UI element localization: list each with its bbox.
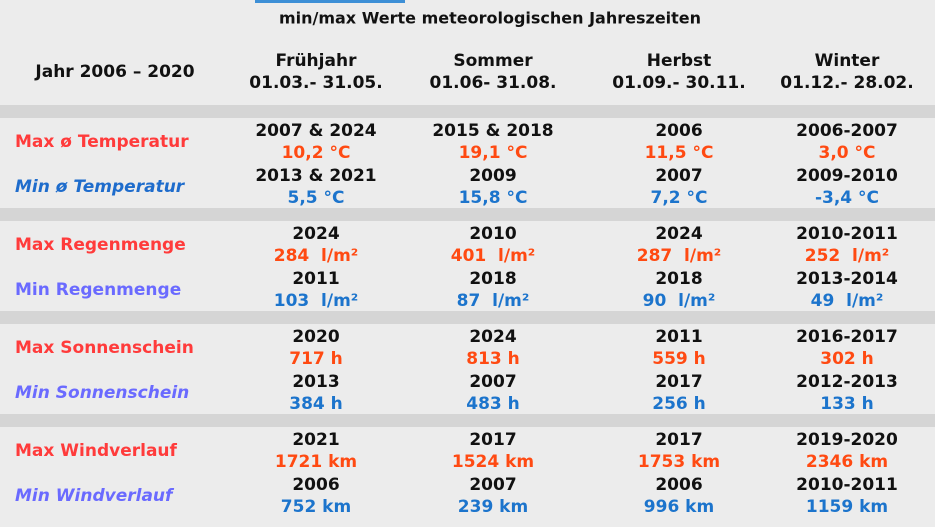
cell-year: 2024 xyxy=(469,327,516,347)
cell-value: 1524 km xyxy=(452,452,534,472)
separator xyxy=(0,208,935,221)
cell-year: 2007 xyxy=(469,475,516,495)
cell-year: 2009 xyxy=(469,166,516,186)
cell-value: 90 l/m² xyxy=(643,291,716,311)
cell-value: 103 l/m² xyxy=(274,291,359,311)
column-dates: 01.09.- 30.11. xyxy=(612,73,745,93)
column-dates: 01.06- 31.08. xyxy=(430,73,557,93)
cell-value: 559 h xyxy=(652,349,706,369)
column-name: Sommer xyxy=(453,51,533,71)
cell-year: 2006 xyxy=(655,121,702,141)
cell-value: 1159 km xyxy=(806,497,888,517)
cell-year: 2013-2014 xyxy=(796,269,898,289)
cell-year: 2009-2010 xyxy=(796,166,898,186)
cell-year: 2007 & 2024 xyxy=(255,121,376,141)
cell-year: 2017 xyxy=(655,372,702,392)
cell-year: 2010-2011 xyxy=(796,224,898,244)
cell-year: 2010-2011 xyxy=(796,475,898,495)
cell-value: 133 h xyxy=(820,394,874,414)
cell-value: 11,5 °C xyxy=(645,143,714,163)
cell-value: 239 km xyxy=(458,497,528,517)
cell-value: 813 h xyxy=(466,349,520,369)
cell-value: 401 l/m² xyxy=(451,246,536,266)
cell-year: 2006-2007 xyxy=(796,121,898,141)
row-label: Max Regenmenge xyxy=(15,235,186,255)
row-label: Max Windverlauf xyxy=(15,441,178,461)
cell-value: 302 h xyxy=(820,349,874,369)
cell-year: 2018 xyxy=(655,269,702,289)
cell-year: 2006 xyxy=(655,475,702,495)
row-label: Min Windverlauf xyxy=(15,486,175,506)
header-label: Jahr 2006 – 2020 xyxy=(34,62,194,82)
cell-year: 2011 xyxy=(292,269,339,289)
cell-value: 717 h xyxy=(289,349,343,369)
cell-value: 256 h xyxy=(652,394,706,414)
cell-value: 87 l/m² xyxy=(457,291,530,311)
cell-year: 2019-2020 xyxy=(796,430,898,450)
cell-value: 3,0 °C xyxy=(818,143,875,163)
column-name: Winter xyxy=(815,51,880,71)
cell-value: 483 h xyxy=(466,394,520,414)
cell-year: 2007 xyxy=(655,166,702,186)
cell-year: 2017 xyxy=(469,430,516,450)
cell-value: 10,2 °C xyxy=(282,143,351,163)
cell-value: 1753 km xyxy=(638,452,720,472)
column-dates: 01.03.- 31.05. xyxy=(249,73,382,93)
separator xyxy=(0,105,935,118)
cell-year: 2007 xyxy=(469,372,516,392)
cell-year: 2024 xyxy=(292,224,339,244)
cell-value: 19,1 °C xyxy=(459,143,528,163)
cell-year: 2010 xyxy=(469,224,516,244)
cell-year: 2013 & 2021 xyxy=(255,166,376,186)
column-name: Frühjahr xyxy=(276,51,358,71)
row-label: Min Regenmenge xyxy=(15,280,181,300)
cell-value: 287 l/m² xyxy=(637,246,722,266)
cell-value: 252 l/m² xyxy=(805,246,890,266)
top-accent xyxy=(255,0,405,3)
cell-year: 2017 xyxy=(655,430,702,450)
cell-year: 2021 xyxy=(292,430,339,450)
cell-year: 2015 & 2018 xyxy=(432,121,553,141)
cell-year: 2006 xyxy=(292,475,339,495)
cell-year: 2011 xyxy=(655,327,702,347)
column-name: Herbst xyxy=(647,51,712,71)
cell-value: 2346 km xyxy=(806,452,888,472)
row-label: Max Sonnenschein xyxy=(15,338,194,358)
cell-value: 49 l/m² xyxy=(811,291,884,311)
cell-year: 2012-2013 xyxy=(796,372,898,392)
cell-value: 384 h xyxy=(289,394,343,414)
cell-year: 2024 xyxy=(655,224,702,244)
cell-value: -3,4 °C xyxy=(815,188,879,208)
cell-year: 2020 xyxy=(292,327,339,347)
cell-year: 2016-2017 xyxy=(796,327,898,347)
cell-year: 2018 xyxy=(469,269,516,289)
cell-value: 5,5 °C xyxy=(287,188,344,208)
row-label: Min ø Temperatur xyxy=(15,177,186,197)
cell-value: 1721 km xyxy=(275,452,357,472)
cell-value: 284 l/m² xyxy=(274,246,359,266)
table-title: min/max Werte meteorologischen Jahreszei… xyxy=(279,9,701,28)
cell-value: 752 km xyxy=(281,497,351,517)
separator xyxy=(0,414,935,427)
row-label: Min Sonnenschein xyxy=(15,383,189,403)
row-label: Max ø Temperatur xyxy=(15,132,189,152)
cell-year: 2013 xyxy=(292,372,339,392)
separator xyxy=(0,311,935,324)
cell-value: 15,8 °C xyxy=(459,188,528,208)
cell-value: 7,2 °C xyxy=(650,188,707,208)
cell-value: 996 km xyxy=(644,497,714,517)
column-dates: 01.12.- 28.02. xyxy=(780,73,913,93)
